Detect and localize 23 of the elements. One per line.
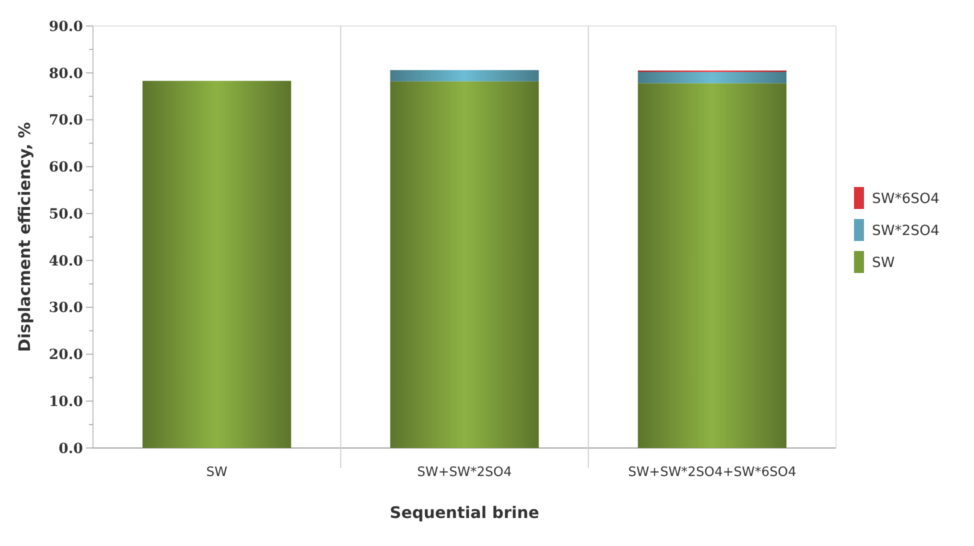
y-tick-label: 40.0 xyxy=(48,253,84,270)
bar xyxy=(638,83,786,448)
legend-label: SW*2SO4 xyxy=(872,222,940,239)
y-tick-label: 20.0 xyxy=(48,347,84,364)
y-tick-label: 60.0 xyxy=(48,160,84,176)
y-tick-label: 70.0 xyxy=(48,112,84,129)
y-tick-label: 80.0 xyxy=(48,66,84,82)
x-tick-label: SW+SW*2SO4 xyxy=(417,465,512,480)
y-tick-label: 0.0 xyxy=(58,440,84,457)
x-tick-label: SW+SW*2SO4+SW*6SO4 xyxy=(628,465,796,480)
y-tick-label: 10.0 xyxy=(48,394,84,410)
y-tick-label: 50.0 xyxy=(48,206,84,222)
bar xyxy=(142,80,292,448)
y-tick-label: 90.0 xyxy=(48,18,84,35)
bar xyxy=(638,72,786,84)
bar xyxy=(390,81,539,448)
y-axis-title: Displacment efficiency, % xyxy=(15,122,34,352)
y-tick-label: 30.0 xyxy=(48,300,84,316)
x-tick-label: SW xyxy=(206,465,228,480)
legend-label: SW*6SO4 xyxy=(872,190,940,207)
bar xyxy=(390,70,539,82)
legend-label: SW xyxy=(872,254,895,271)
x-axis-title: Sequential brine xyxy=(390,503,540,522)
